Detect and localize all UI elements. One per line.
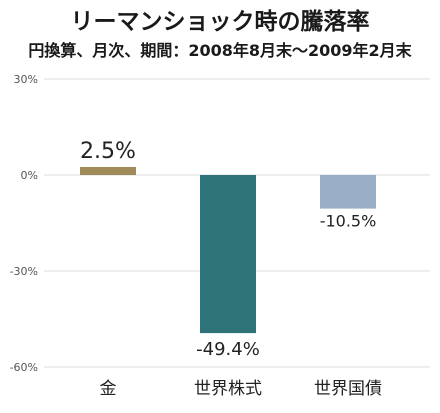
bar xyxy=(320,175,376,209)
chart-title: リーマンショック時の騰落率 xyxy=(70,9,370,35)
chart-subtitle: 円換算、月次、期間：2008年8月末〜2009年2月末 xyxy=(28,41,412,60)
data-label: 2.5% xyxy=(80,139,136,164)
bar xyxy=(200,175,256,334)
y-tick-label: -30% xyxy=(10,265,38,278)
category-label: 世界株式 xyxy=(194,379,262,399)
category-label: 金 xyxy=(100,379,117,399)
bar xyxy=(80,167,136,175)
y-tick-label: -60% xyxy=(10,361,38,374)
category-label: 世界国債 xyxy=(314,379,382,399)
data-label: -49.4% xyxy=(196,339,260,360)
y-tick-label: 0% xyxy=(21,169,38,182)
data-label: -10.5% xyxy=(320,212,377,231)
y-tick-label: 30% xyxy=(14,73,38,86)
